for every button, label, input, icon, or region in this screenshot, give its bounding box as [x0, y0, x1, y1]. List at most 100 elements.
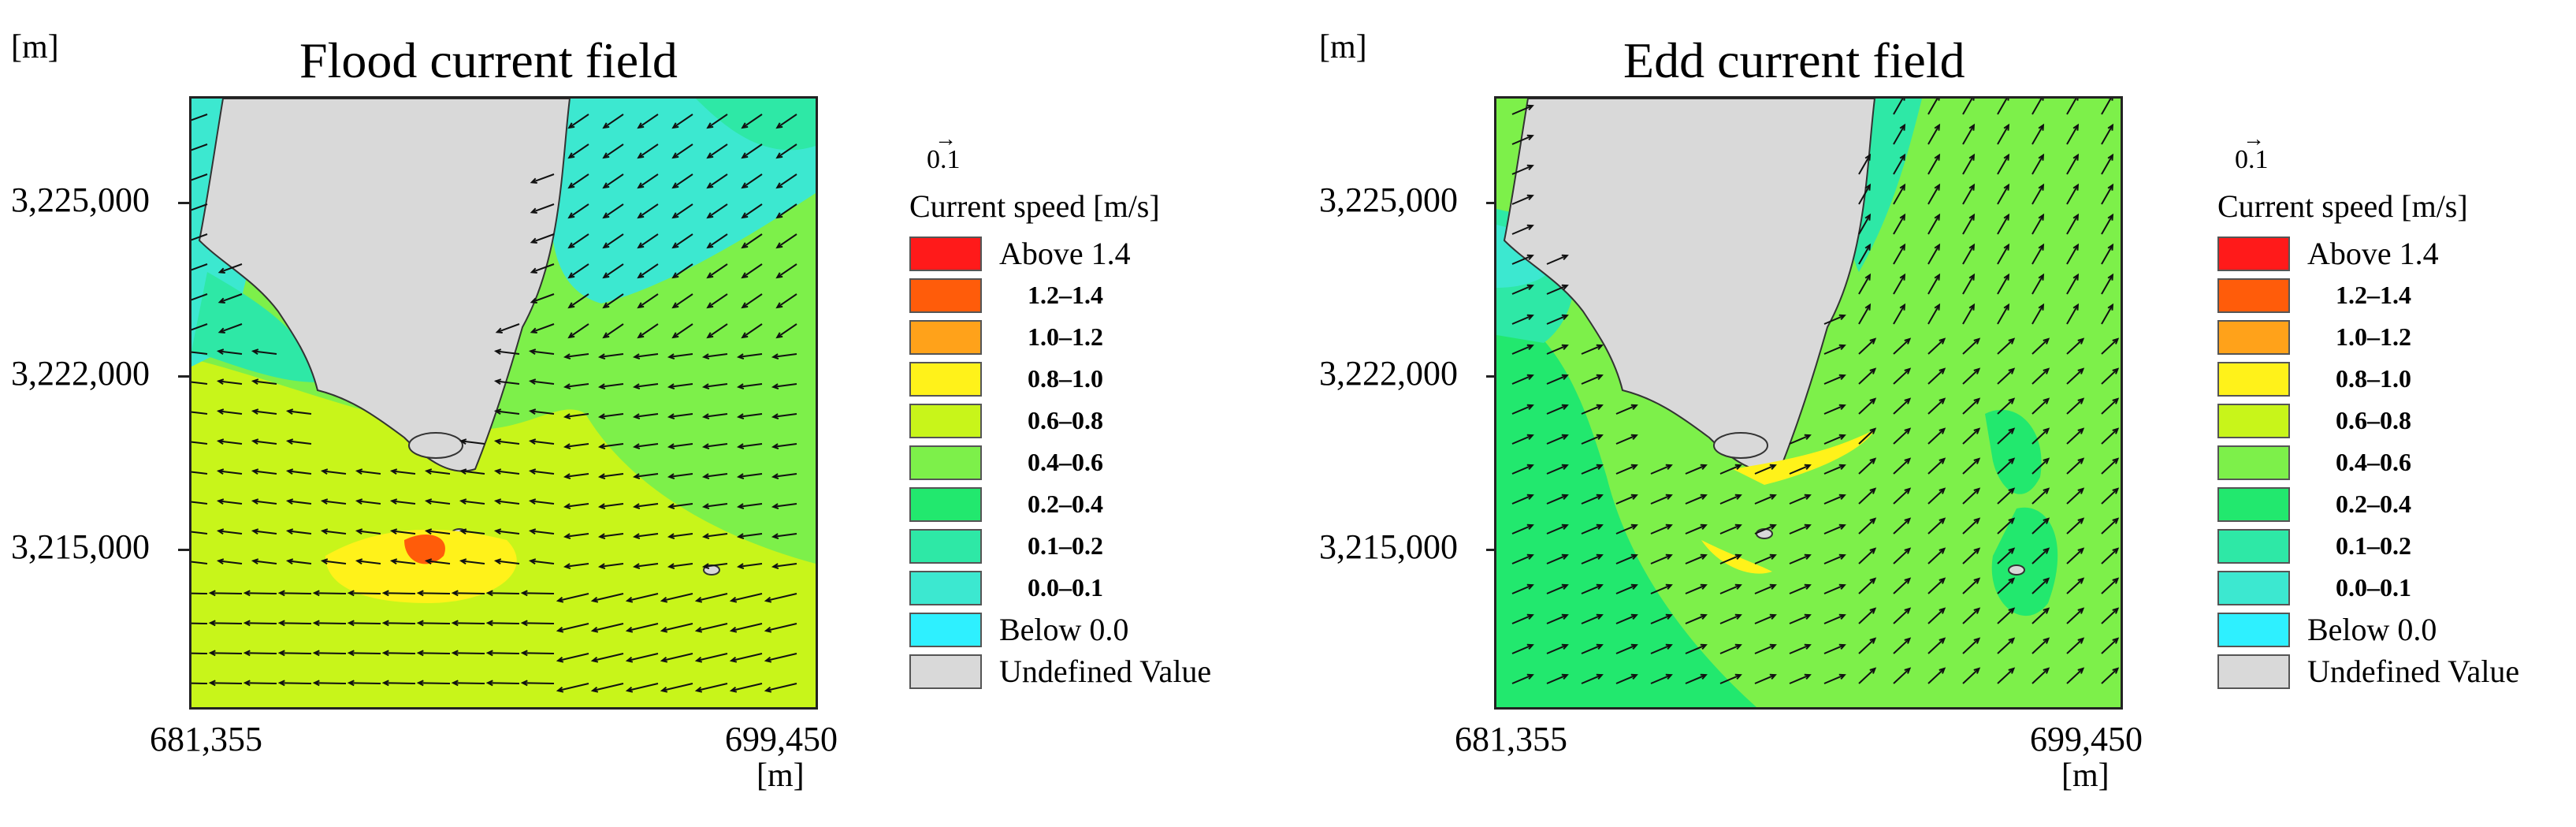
- current-vector: [210, 652, 243, 654]
- current-vector: [1893, 488, 1911, 505]
- current-vector-head: [520, 650, 528, 657]
- current-vector: [773, 383, 797, 388]
- current-vector-head: [416, 680, 424, 687]
- current-vector-head: [1939, 637, 1946, 644]
- current-vector: [672, 263, 693, 278]
- current-vector-head: [208, 590, 216, 597]
- current-vector: [218, 560, 243, 564]
- current-vector-head: [1899, 213, 1906, 221]
- current-vector: [2066, 608, 2084, 624]
- current-vector-head: [2072, 303, 2080, 311]
- current-vector: [568, 173, 589, 188]
- current-vector: [1719, 584, 1741, 594]
- current-vector-head: [701, 473, 710, 480]
- current-vector: [210, 682, 243, 684]
- current-vector-head: [381, 620, 389, 627]
- current-vector: [557, 623, 589, 632]
- current-vector: [637, 203, 659, 218]
- current-vector: [637, 263, 659, 278]
- current-vector-head: [706, 182, 714, 189]
- current-vector-head: [320, 468, 329, 475]
- current-vector: [418, 622, 451, 624]
- current-vector: [568, 263, 589, 278]
- current-vector-head: [451, 650, 459, 657]
- current-vector-head: [1934, 153, 1941, 161]
- current-vector-head: [667, 353, 675, 360]
- current-vector-head: [459, 438, 467, 445]
- current-vector: [1997, 488, 2015, 505]
- current-vector: [191, 114, 208, 121]
- current-vector-head: [597, 533, 606, 540]
- legend-label: 0.6–0.8: [2336, 406, 2411, 434]
- current-vector-head: [285, 528, 294, 535]
- current-vector-head: [381, 590, 389, 597]
- current-vector: [218, 380, 243, 385]
- current-vector: [1650, 554, 1672, 564]
- current-vector-head: [2038, 273, 2045, 281]
- current-vector: [1927, 548, 1946, 564]
- current-vector: [1858, 304, 1871, 325]
- current-vector: [531, 203, 555, 214]
- current-vector-head: [355, 498, 363, 505]
- current-vector-head: [602, 122, 610, 129]
- current-vector-head: [563, 443, 571, 450]
- current-vector: [1511, 225, 1533, 235]
- current-vector-head: [1904, 547, 1912, 554]
- current-vector-head: [2077, 517, 2085, 524]
- current-vector-head: [1864, 153, 1872, 161]
- legend-swatch: [2217, 486, 2290, 522]
- current-vector-head: [1968, 243, 1976, 251]
- current-vector-head: [1596, 494, 1604, 501]
- current-vector-head: [528, 468, 537, 475]
- current-vector: [704, 473, 728, 478]
- current-vector: [1581, 674, 1603, 684]
- scale-label: 0.1: [2235, 145, 2269, 174]
- current-vector: [383, 622, 416, 624]
- current-vector: [1893, 518, 1911, 535]
- current-vector-head: [2038, 213, 2045, 221]
- current-vector-head: [741, 242, 749, 249]
- current-vector-head: [277, 590, 285, 597]
- current-vector-head: [1526, 643, 1534, 650]
- current-vector: [1789, 674, 1811, 684]
- current-vector: [1893, 368, 1911, 385]
- current-vector: [2101, 99, 2112, 115]
- current-vector-head: [493, 378, 502, 386]
- current-vector: [707, 263, 728, 278]
- current-vector-head: [1899, 273, 1906, 281]
- current-vector: [1650, 614, 1672, 624]
- current-vector: [2101, 578, 2119, 594]
- current-vector: [522, 592, 555, 594]
- current-vector: [1685, 464, 1707, 475]
- current-vector-head: [355, 468, 363, 475]
- current-vector-head: [424, 528, 433, 535]
- current-vector-head: [1838, 553, 1846, 561]
- current-vector-head: [2008, 517, 2016, 524]
- current-vector-head: [2112, 667, 2120, 674]
- current-vector: [1823, 554, 1846, 564]
- current-vector-head: [567, 152, 575, 159]
- current-vector: [1511, 165, 1533, 175]
- current-vector: [707, 143, 728, 158]
- current-vector-head: [1869, 547, 1877, 554]
- current-vector-head: [217, 297, 225, 304]
- current-vector: [696, 653, 728, 662]
- x-axis-unit: [m]: [2061, 758, 2109, 794]
- current-vector-head: [1561, 613, 1569, 620]
- current-vector-head: [2112, 337, 2120, 345]
- current-vector-head: [389, 498, 398, 505]
- current-vector-head: [530, 267, 537, 274]
- current-vector: [765, 683, 797, 692]
- y-tick-label: 3,222,000: [11, 354, 150, 393]
- current-vector-head: [775, 122, 783, 129]
- current-vector-head: [2008, 637, 2016, 644]
- current-vector-head: [701, 413, 710, 420]
- current-field-plot: [1496, 99, 2121, 707]
- current-vector: [2031, 244, 2044, 265]
- current-vector: [603, 173, 624, 188]
- current-vector: [1511, 434, 1533, 445]
- legend-label: Above 1.4: [2307, 236, 2439, 271]
- current-vector: [2031, 668, 2050, 684]
- current-vector: [426, 470, 451, 475]
- current-vector-head: [285, 498, 294, 505]
